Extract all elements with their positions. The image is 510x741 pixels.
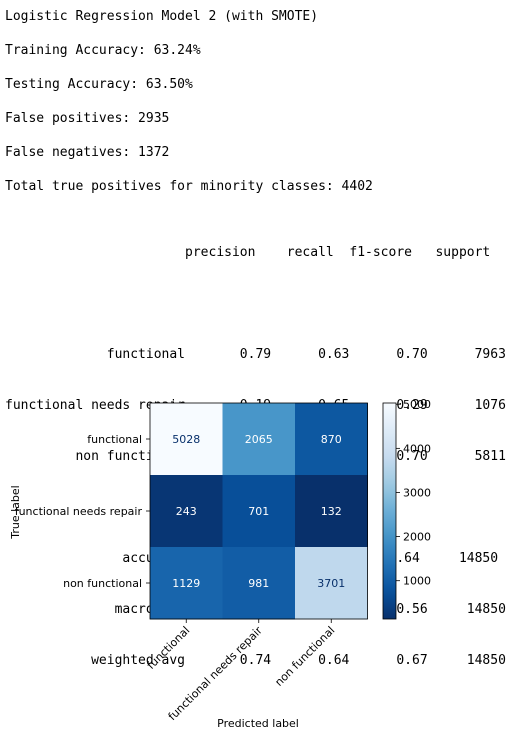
- matrix-cell: [222, 475, 296, 548]
- colorbar-tick-label: 3000: [403, 486, 431, 499]
- x-tick-label: functional: [144, 624, 192, 672]
- matrix-cell: [222, 403, 296, 476]
- report-row: weighted avg 0.74 0.64 0.67 14850: [5, 653, 506, 668]
- training-accuracy: Training Accuracy: 63.24%: [5, 43, 201, 58]
- colorbar-tick-label: 4000: [403, 442, 431, 455]
- x-tick-label: non functional: [272, 624, 337, 689]
- cell-value-label: 1129: [172, 577, 200, 590]
- colorbar-tick-label: 1000: [403, 575, 431, 588]
- matrix-values: 5028 2065 870 243 701 132 1129 981 3701: [172, 433, 345, 590]
- y-tick-labels: functional functional needs repair non fun…: [15, 433, 150, 590]
- cell-value-label: 132: [321, 505, 342, 518]
- x-axis-label: Predicted label: [217, 717, 299, 730]
- report-row: [5, 295, 506, 312]
- matrix-cells: [149, 402, 368, 620]
- matrix-cell: [222, 547, 296, 620]
- matrix-cell: [150, 547, 223, 620]
- confusion-matrix-chart: 5028 2065 870 243 701 132 1129 981 3701 function…: [9, 398, 431, 730]
- matrix-cell: [150, 403, 223, 476]
- cell-value-label: 243: [176, 505, 197, 518]
- cell-value-label: 2065: [245, 433, 273, 446]
- colorbar: [382, 402, 397, 620]
- false-positives: False positives: 2935: [5, 111, 170, 126]
- report-row: functional 0.79 0.63 0.70 7963: [5, 347, 506, 362]
- matrix-cell: [295, 547, 368, 620]
- cell-value-label: 870: [321, 433, 342, 446]
- cell-value-label: 5028: [172, 433, 200, 446]
- colorbar-tick-label: 2000: [403, 531, 431, 544]
- cell-value-label: 701: [248, 505, 269, 518]
- colorbar-ticks: 1000 2000 3000 4000 5000: [396, 398, 431, 588]
- report-header: precision recall f1-score support: [5, 245, 491, 260]
- cell-value-label: 3701: [317, 577, 345, 590]
- matrix-cell: [295, 403, 368, 476]
- colorbar-tick-label: 5000: [403, 398, 431, 411]
- y-tick-label: functional needs repair: [15, 505, 143, 518]
- y-tick-label: functional: [87, 433, 142, 446]
- y-axis-label: True label: [9, 485, 22, 539]
- false-negatives: False negatives: 1372: [5, 145, 170, 160]
- matrix-cell: [150, 475, 223, 548]
- model-title: Logistic Regression Model 2 (with SMOTE): [5, 9, 319, 24]
- y-tick-label: non functional: [63, 577, 142, 590]
- testing-accuracy: Testing Accuracy: 63.50%: [5, 77, 193, 92]
- cell-value-label: 981: [248, 577, 269, 590]
- matrix-cell: [295, 475, 368, 548]
- true-positives-minority: Total true positives for minority classe…: [5, 179, 373, 194]
